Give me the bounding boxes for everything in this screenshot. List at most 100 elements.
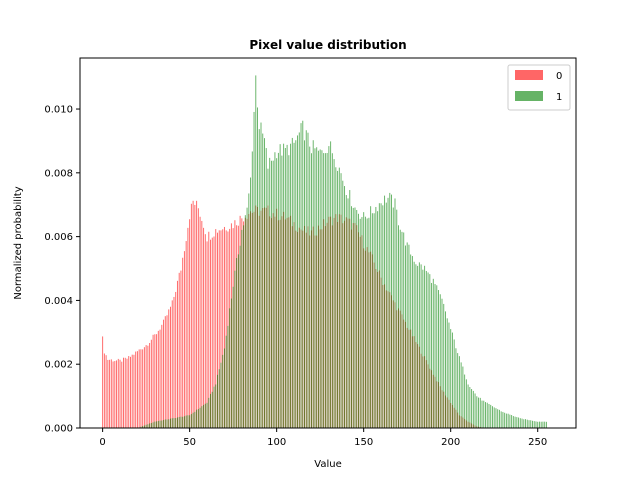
y-tick-label: 0.008: [44, 168, 73, 179]
x-tick-label: 250: [528, 437, 547, 448]
bar: [495, 408, 497, 428]
bar: [284, 148, 286, 428]
y-axis-label: Normalized probability: [13, 186, 24, 299]
bar: [244, 215, 246, 428]
bar: [270, 160, 272, 429]
bar: [147, 345, 149, 428]
bar: [206, 241, 208, 428]
bar: [190, 203, 192, 428]
bar: [464, 374, 466, 428]
bar: [337, 170, 339, 429]
bar: [150, 423, 152, 428]
x-tick-label: 200: [441, 437, 460, 448]
bar: [262, 133, 264, 429]
legend: 0 1: [507, 64, 571, 111]
bar: [302, 120, 304, 429]
bar: [215, 384, 217, 428]
bar: [288, 155, 290, 428]
bar: [424, 265, 426, 428]
bar: [478, 397, 480, 428]
bar: [357, 213, 359, 428]
bar: [246, 207, 248, 428]
bar: [351, 206, 352, 428]
bar: [312, 140, 314, 429]
bar: [411, 256, 413, 428]
bar: [159, 420, 161, 428]
bar: [467, 384, 469, 428]
bar: [257, 107, 258, 429]
bar: [474, 393, 476, 428]
bar: [304, 140, 305, 428]
bar: [443, 303, 445, 428]
bar: [131, 354, 133, 428]
bar: [462, 366, 464, 428]
bar: [164, 419, 166, 428]
bar: [185, 241, 187, 428]
bar: [206, 402, 208, 428]
bar: [142, 426, 144, 428]
bar: [171, 418, 173, 428]
y-tick-label: 0.000: [44, 424, 73, 435]
bar: [305, 130, 307, 429]
bar: [124, 357, 126, 428]
bar: [404, 245, 406, 428]
bar: [182, 416, 184, 428]
series-0-bars: [102, 200, 485, 428]
bar: [208, 231, 210, 428]
bar: [328, 146, 330, 428]
bars-group: [102, 75, 547, 429]
bar: [143, 347, 145, 428]
bar: [145, 424, 147, 428]
legend-swatch-series-1: [515, 91, 543, 101]
bar: [512, 416, 514, 428]
bar: [398, 225, 399, 428]
bar: [370, 206, 372, 428]
bar: [347, 198, 349, 428]
bar: [136, 351, 138, 428]
bar: [338, 167, 340, 428]
bar: [413, 261, 415, 428]
bar: [140, 349, 142, 428]
bar: [171, 300, 173, 428]
bar: [258, 129, 260, 428]
bar: [384, 195, 386, 428]
chart-title: Pixel value distribution: [249, 38, 406, 52]
bar: [399, 229, 401, 428]
bar: [159, 329, 161, 428]
bar: [542, 421, 544, 428]
bar: [251, 151, 253, 428]
y-tick-label: 0.010: [44, 105, 73, 116]
bar: [236, 258, 238, 428]
bar: [295, 140, 297, 428]
bar: [126, 358, 128, 428]
bar: [168, 419, 170, 428]
bar: [344, 186, 346, 428]
bar: [493, 407, 495, 428]
bar: [545, 421, 547, 428]
bar: [143, 425, 145, 428]
bar: [309, 146, 311, 428]
bar: [377, 211, 379, 428]
bar: [436, 285, 438, 428]
x-tick-label: 0: [99, 437, 105, 448]
bar: [544, 421, 546, 428]
bar: [300, 123, 302, 428]
bar: [196, 200, 198, 428]
bar: [230, 298, 232, 428]
y-axis: 0.000 0.002 0.004 0.006 0.008 0.010: [44, 105, 80, 435]
bar: [227, 325, 229, 428]
bar: [523, 419, 525, 428]
bar: [471, 389, 473, 428]
bar: [255, 75, 257, 429]
bar: [431, 282, 433, 428]
bar: [323, 153, 325, 428]
bar: [333, 159, 335, 428]
bar: [511, 415, 513, 428]
bar: [173, 296, 175, 428]
bar: [197, 409, 199, 428]
bar: [121, 361, 123, 428]
bar: [382, 205, 384, 428]
bar: [330, 141, 332, 428]
bar: [180, 416, 182, 428]
bar: [234, 270, 236, 428]
